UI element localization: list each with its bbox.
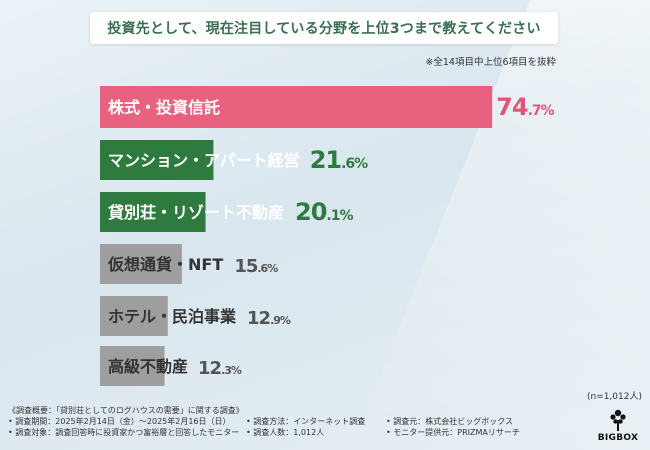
bar-value: 74.7% [496,93,554,121]
bar-value: 21.6% [310,146,368,174]
sample-size: (n=1,012人) [586,392,642,402]
footer-target: • 調査対象：調査回答時に投資家かつ富裕層と回答したモニター [8,428,240,437]
logo-text: BIGBOX [597,433,639,443]
bar [100,192,206,232]
bar-group: ホテル・民泊事業 12.9% [100,296,292,336]
bar-label: 高級不動産 [108,357,188,376]
chart-note: ※全14項目中上位6項目を抜粋 [425,57,556,68]
bigbox-logo: BIGBOX [596,408,640,446]
footer-count: • 調査人数：1,012人 [246,428,325,437]
bar [100,346,165,386]
footer-source: • 調査元：株式会社ビッグボックス [386,417,514,426]
footer-period: • 調査期間：2025年2月14日（金）〜2025年2月16日（日） [8,417,231,426]
footer-summary: 《調査概要：「貸別荘としてのログハウスの需要」に関する調査》 [8,406,244,415]
bar-group: 貸別荘・リゾート不動産 20.1% [100,192,354,232]
footer-method: • 調査方法：インターネット調査 [246,417,366,426]
bar [100,140,214,180]
bar [100,296,168,336]
bar-value: 20.1% [295,198,353,226]
bar-label: マンション・アパート経営 [108,151,300,170]
bar-group: 高級不動産 12.3% [100,346,243,386]
bar-value: 12.3% [198,358,242,379]
bar [100,86,493,128]
bar-value: 15.6% [234,256,278,277]
bar-group: 株式・投資信託 74.7% [100,86,556,128]
bar-group: 仮想通貨・NFT 15.6% [100,244,279,284]
bar-label: 株式・投資信託 [108,98,220,117]
bar [100,244,182,284]
bar-label: 仮想通貨・NFT [107,255,223,274]
survey-footer: 《調査概要：「貸別荘としてのログハウスの需要」に関する調査》 • 調査期間：20… [8,405,598,438]
tree-icon [610,409,626,431]
bar-label: ホテル・民泊事業 [108,307,237,326]
footer-provider: • モニター提供元：PRIZMAリサーチ [386,428,520,437]
bar-group: マンション・アパート経営 21.6% [100,140,369,180]
chart-title: 投資先として、現在注目している分野を上位3つまで教えてください [90,12,558,44]
bar-value: 12.9% [247,308,291,329]
bar-label: 貸別荘・リゾート不動産 [107,203,284,222]
